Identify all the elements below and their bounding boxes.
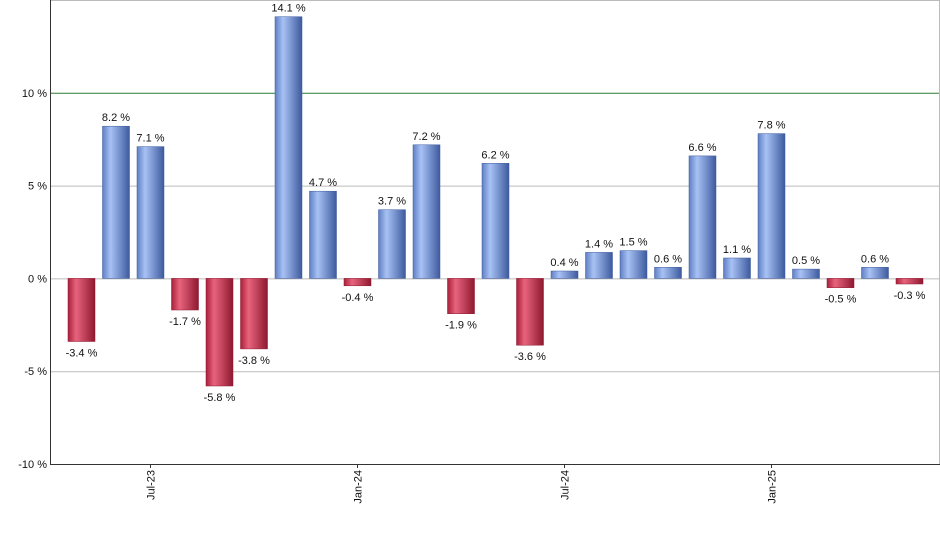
data-label: 0.6 % — [654, 253, 682, 265]
y-tick-label: -10 % — [18, 459, 47, 471]
data-label: 0.4 % — [550, 257, 578, 269]
bars — [67, 16, 924, 387]
x-tick-label: Jul-24 — [560, 470, 572, 500]
bar-negative — [171, 278, 199, 311]
bar-positive — [792, 268, 820, 279]
bar-negative — [240, 278, 268, 350]
bar-positive — [102, 125, 130, 279]
data-label: -5.8 % — [204, 392, 236, 404]
data-label: 14.1 % — [271, 3, 305, 15]
bar-positive — [412, 144, 441, 279]
bar-positive — [723, 257, 751, 279]
bar-positive — [309, 190, 337, 279]
data-label: 7.2 % — [412, 131, 440, 143]
bar-positive — [654, 267, 682, 279]
bar-positive — [481, 163, 510, 279]
y-axis-labels: -10 % -5 % 0 % 5 % 10 % — [18, 88, 47, 471]
bar-negative — [67, 278, 96, 342]
bar-positive — [688, 155, 717, 279]
x-tick-label: Jan-25 — [767, 470, 779, 504]
data-label: -1.9 % — [445, 320, 477, 332]
bar-positive — [619, 250, 648, 279]
x-tick-label: Jan-24 — [353, 470, 365, 504]
data-label: 1.4 % — [585, 238, 613, 250]
bar-negative — [447, 278, 475, 314]
data-label: 6.6 % — [688, 142, 716, 154]
data-labels: -3.4 % 8.2 % 7.1 % -1.7 % -5.8 % -3.8 % 14.1 %… — [66, 3, 926, 404]
data-label: 1.1 % — [723, 244, 751, 256]
data-label: -0.4 % — [342, 292, 374, 304]
x-tick-label: Jul-23 — [146, 470, 158, 500]
y-tick-label: 0 % — [28, 273, 47, 285]
data-label: 0.6 % — [861, 253, 889, 265]
bar-positive — [274, 16, 303, 279]
data-label: -3.6 % — [514, 351, 546, 363]
bar-negative — [826, 278, 855, 288]
bar-positive — [585, 252, 613, 279]
bar-negative — [895, 278, 924, 285]
y-tick-label: -5 % — [24, 366, 47, 378]
y-tick-label: 10 % — [22, 88, 47, 100]
data-label: 6.2 % — [481, 149, 509, 161]
data-label: 0.5 % — [792, 255, 820, 267]
bar-positive — [136, 146, 165, 279]
data-label: 7.8 % — [757, 120, 785, 132]
data-label: 4.7 % — [309, 177, 337, 189]
data-label: -1.7 % — [169, 316, 201, 328]
data-label: 7.1 % — [136, 133, 164, 145]
bar-positive — [550, 270, 579, 279]
data-label: -0.5 % — [825, 294, 857, 306]
bar-negative — [205, 278, 234, 387]
data-label: -0.3 % — [894, 290, 926, 302]
bar-negative — [343, 278, 372, 287]
bar-positive — [757, 133, 786, 279]
x-axis-labels: Jul-23 Jan-24 Jul-24 Jan-25 — [146, 470, 779, 504]
data-label: -3.4 % — [66, 348, 98, 360]
y-tick-label: 5 % — [28, 181, 47, 193]
bar-positive — [861, 267, 889, 279]
data-label: -3.8 % — [238, 355, 270, 367]
bar-negative — [516, 278, 544, 346]
data-label: 3.7 % — [378, 196, 406, 208]
bar-positive — [378, 209, 406, 279]
data-label: 1.5 % — [619, 237, 647, 249]
data-label: 8.2 % — [102, 112, 130, 124]
